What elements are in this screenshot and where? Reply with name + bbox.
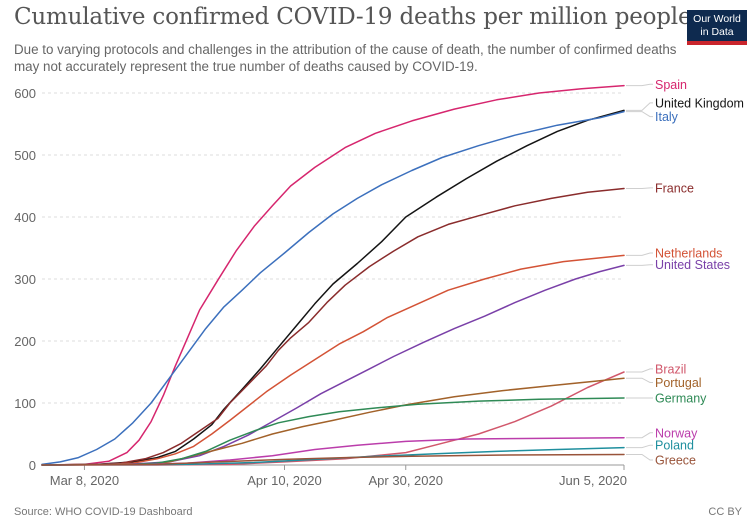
legend-label: United States (655, 258, 730, 272)
legend-connector (626, 102, 653, 111)
series-line (41, 109, 625, 466)
series-lines (41, 84, 625, 466)
x-tick-label: Mar 8, 2020 (50, 473, 119, 488)
legend-connector (626, 377, 653, 383)
y-tick-label: 200 (14, 334, 36, 349)
legend-connector (626, 252, 653, 256)
legend-label: France (655, 181, 694, 195)
series-line (41, 110, 625, 466)
legend-connector (626, 83, 653, 87)
logo-line-1: Our World (693, 13, 741, 25)
series-line (41, 254, 625, 466)
series-line (41, 187, 625, 466)
legend-connector (626, 187, 653, 189)
legend-label: Netherlands (655, 246, 722, 260)
our-world-in-data-logo[interactable]: Our World in Data (687, 10, 747, 45)
y-tick-label: 400 (14, 210, 36, 225)
legend-label: Greece (655, 454, 696, 468)
legend-connector (626, 454, 653, 461)
y-tick-label: 500 (14, 148, 36, 163)
x-axis: Mar 8, 2020 Apr 10, 2020 Apr 30, 2020 Jun 5… (50, 465, 627, 488)
source-note: Source: WHO COVID-19 Dashboard (14, 506, 193, 518)
legend-label: Portugal (655, 376, 702, 390)
y-axis: 0 100 200 300 400 500 600 (14, 86, 36, 473)
legend-connector (626, 444, 653, 449)
legend-connector (626, 432, 653, 439)
legend-connector (626, 111, 653, 118)
series-line (41, 377, 625, 466)
legend-label: Poland (655, 439, 694, 453)
y-tick-label: 600 (14, 86, 36, 101)
series-line (41, 84, 625, 466)
legend-label: Spain (655, 78, 687, 92)
gridlines (42, 92, 624, 466)
series-line (41, 453, 625, 466)
y-tick-label: 100 (14, 396, 36, 411)
legend-label: Italy (655, 110, 679, 124)
legend-label: Germany (655, 392, 707, 406)
series-line (41, 264, 625, 466)
y-tick-label: 0 (29, 458, 36, 473)
x-tick-label: Jun 5, 2020 (559, 473, 627, 488)
legend-connector (626, 264, 653, 266)
logo-line-2: in Data (700, 26, 734, 38)
legend-label: United Kingdom (655, 96, 744, 110)
series-line (41, 397, 625, 466)
legend-label: Brazil (655, 362, 686, 376)
chart-subtitle: Due to varying protocols and challenges … (14, 42, 677, 74)
series-line (41, 371, 625, 466)
legend-connector (626, 368, 653, 373)
y-tick-label: 300 (14, 272, 36, 287)
legend-label: Norway (655, 426, 698, 440)
x-tick-label: Apr 30, 2020 (369, 473, 443, 488)
license-link[interactable]: CC BY (708, 506, 742, 518)
chart-title: Cumulative confirmed COVID-19 deaths per… (14, 4, 692, 30)
x-tick-label: Apr 10, 2020 (247, 473, 321, 488)
line-chart: 0 100 200 300 400 500 600 Mar 8, 2020 Apr 10, 2… (14, 78, 744, 488)
